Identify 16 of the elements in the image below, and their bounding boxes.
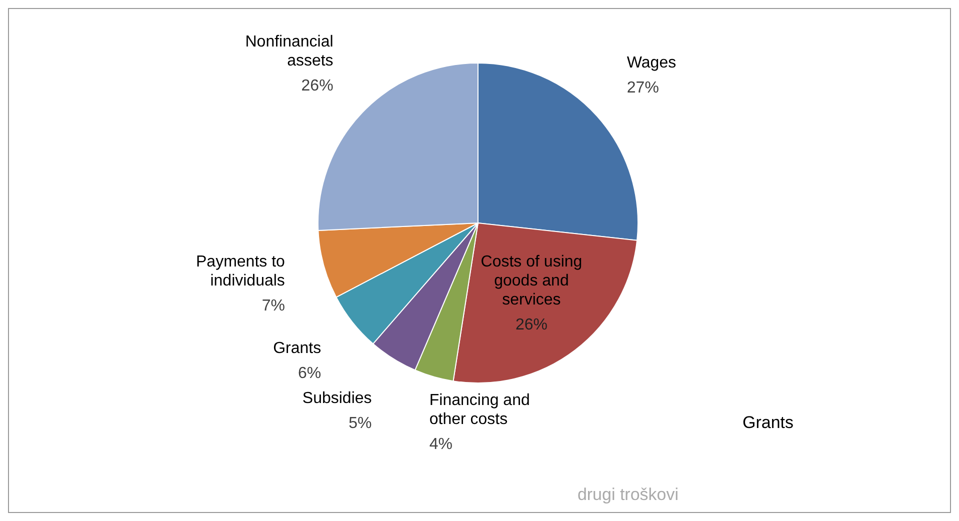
data-label: 27% [626,80,659,97]
slice-label: Wages [626,54,676,72]
data-label: 26% [515,316,548,334]
slice-label: Financing and other costs [429,392,530,428]
data-label: 7% [262,297,285,314]
slice-label: Costs of using goods and services [480,253,582,308]
data-label: 5% [348,415,372,432]
data-label: 26% [301,78,334,95]
text: drugi troškovi [577,485,679,504]
data-label: 6% [298,364,322,382]
slice-label: Subsidies [302,390,372,408]
slice-label: Grants [273,340,322,357]
text: Grants [742,413,794,432]
slice-label: Nonfinancial assets [245,34,334,70]
slice-label: Payments to individuals [196,253,286,290]
data-label: 4% [429,436,452,453]
